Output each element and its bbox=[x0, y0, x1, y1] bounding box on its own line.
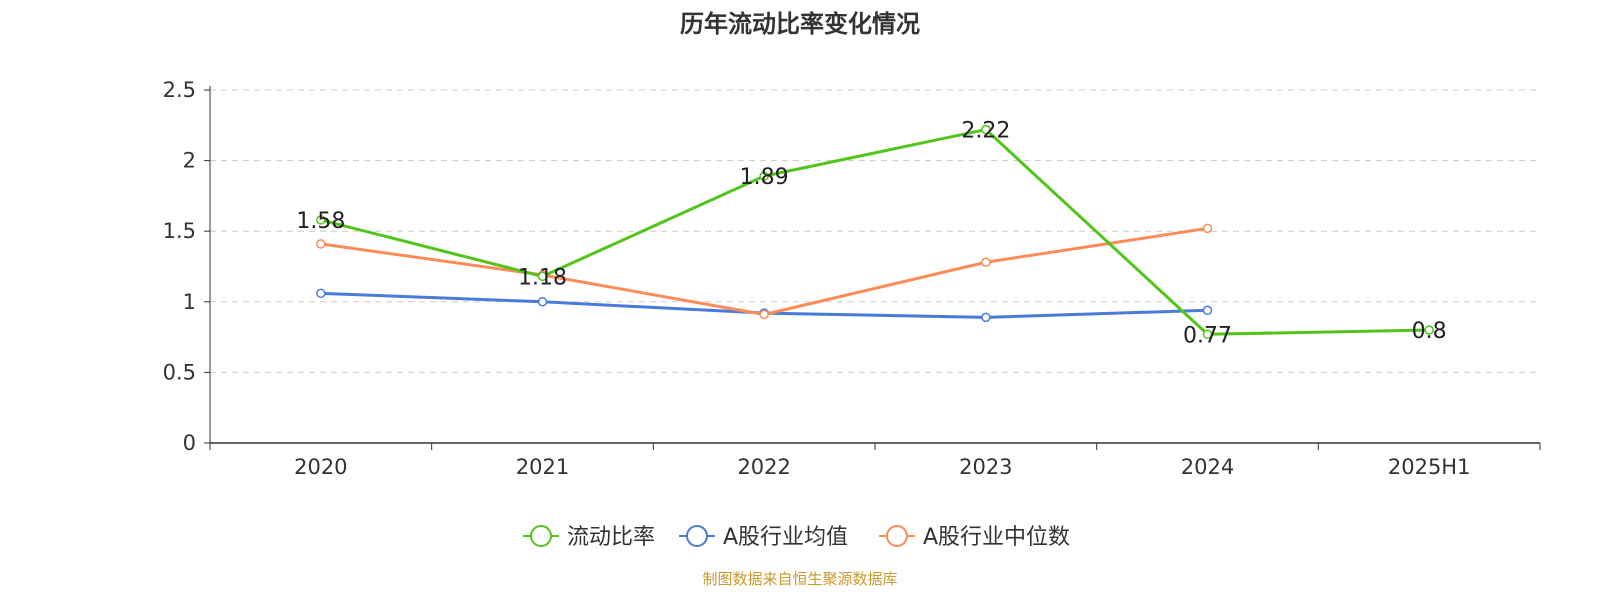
y-tick-label: 2 bbox=[183, 149, 196, 173]
x-tick-label: 2021 bbox=[516, 455, 569, 479]
grid-lines bbox=[210, 89, 1540, 373]
axes: 0 0.5 1 1.5 2 2.5 2020 2021 2022 2023 2024 2025H1 bbox=[163, 78, 1541, 479]
legend-marker bbox=[886, 525, 908, 547]
legend-item: A股行业中位数 bbox=[879, 525, 1070, 550]
y-tick-label: 2.5 bbox=[163, 78, 196, 102]
data-point bbox=[1424, 325, 1434, 335]
source-note: 制图数据来自恒生聚源数据库 bbox=[702, 570, 897, 588]
legend: 流动比率 A股行业均值 A股行业中位数 bbox=[523, 525, 1070, 550]
x-tick-label: 2020 bbox=[294, 455, 347, 479]
data-point bbox=[1202, 223, 1213, 234]
legend-label: A股行业均值 bbox=[723, 525, 848, 550]
legend-label: 流动比率 bbox=[567, 525, 655, 550]
chart-title: 历年流动比率变化情况 bbox=[680, 10, 920, 38]
data-point bbox=[1202, 329, 1213, 340]
y-tick-label: 1 bbox=[183, 290, 196, 314]
data-point bbox=[537, 271, 548, 282]
data-point bbox=[537, 297, 548, 307]
data-point bbox=[759, 171, 769, 181]
data-point bbox=[1202, 305, 1213, 316]
data-label: 0.77 bbox=[1183, 323, 1232, 348]
legend-item: 流动比率 bbox=[523, 525, 655, 550]
data-point bbox=[981, 312, 991, 323]
data-point bbox=[981, 257, 991, 268]
y-tick-label: 0.5 bbox=[163, 360, 196, 384]
data-point bbox=[316, 215, 326, 225]
data-labels: 1.58 1.18 1.89 2.22 0.77 0.8 bbox=[296, 119, 1446, 349]
data-label: 2.22 bbox=[961, 119, 1010, 144]
legend-marker bbox=[686, 525, 708, 547]
data-point bbox=[316, 288, 326, 299]
data-point bbox=[759, 309, 769, 320]
legend-item: A股行业均值 bbox=[679, 525, 848, 550]
data-label: 1.18 bbox=[518, 265, 567, 290]
series-lines bbox=[316, 124, 1434, 340]
y-tick-label: 1.5 bbox=[163, 219, 196, 243]
x-tick-label: 2025H1 bbox=[1388, 455, 1471, 479]
data-label: 0.8 bbox=[1412, 319, 1447, 344]
x-tick-label: 2023 bbox=[959, 455, 1012, 479]
data-point bbox=[981, 124, 991, 135]
y-tick-label: 0 bbox=[183, 431, 196, 455]
series-line bbox=[320, 128, 1430, 336]
x-tick-label: 2022 bbox=[737, 455, 790, 479]
data-label: 1.89 bbox=[740, 165, 789, 190]
data-point bbox=[316, 239, 326, 249]
data-label: 1.58 bbox=[296, 209, 345, 234]
legend-marker bbox=[530, 525, 552, 547]
legend-label: A股行业中位数 bbox=[923, 525, 1070, 550]
x-tick-label: 2024 bbox=[1181, 455, 1234, 479]
